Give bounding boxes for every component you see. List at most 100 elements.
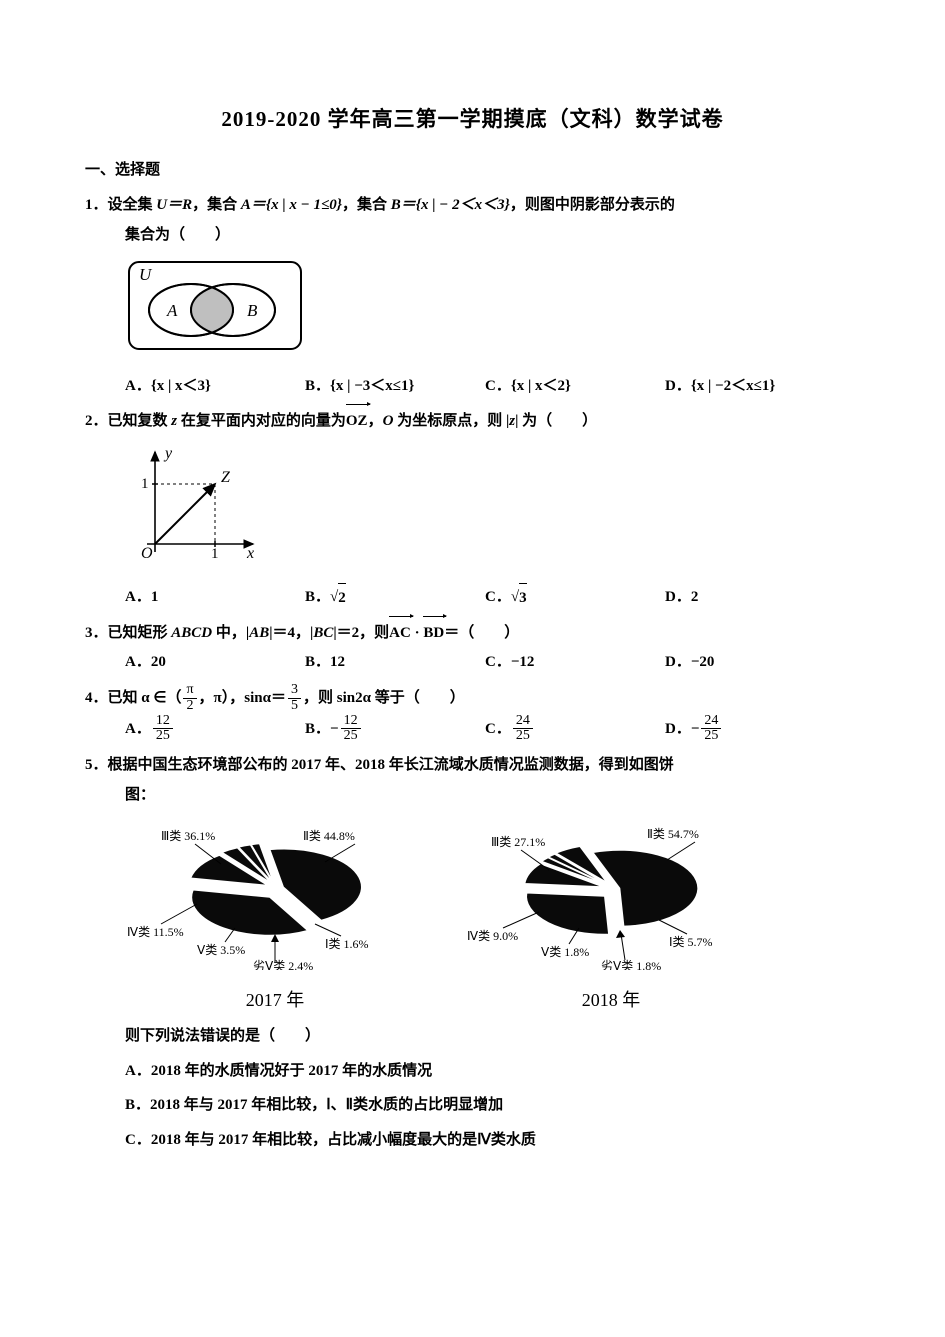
t: 24 — [701, 714, 721, 730]
t: 3 — [519, 583, 527, 613]
t: A． — [125, 715, 151, 744]
t: ABCD — [171, 625, 212, 641]
question-4: 4．已知 α ∈（π2，π），sinα＝35，则 sin2α 等于（ ） A．1… — [85, 683, 860, 744]
t: 设全集 — [108, 197, 157, 213]
q1-stem: 1．设全集 U＝R，集合 A＝{x | x − 1≤0}，集合 B＝{x | −… — [85, 190, 860, 220]
t: ，则 sin2α 等于（ ） — [303, 690, 465, 706]
svg-text:Ⅴ类 1.8%: Ⅴ类 1.8% — [541, 945, 589, 959]
q4-stem: 4．已知 α ∈（π2，π），sinα＝35，则 sin2α 等于（ ） — [85, 683, 860, 714]
t: |＝4，| — [269, 625, 313, 641]
t: |＝2，则 — [333, 625, 389, 641]
t: | 为（ ） — [515, 413, 597, 429]
venn-B: B — [247, 301, 258, 320]
vec-BD: BD — [423, 618, 444, 648]
venn-A: A — [166, 301, 178, 320]
t: B． — [305, 583, 330, 612]
t: 为坐标原点，则 | — [393, 413, 509, 429]
svg-text:Ⅲ类 27.1%: Ⅲ类 27.1% — [491, 835, 545, 849]
pie-2017-year: 2017 年 — [125, 983, 425, 1017]
t: ，则图中阴影部分表示的 — [510, 197, 675, 213]
t: 2 — [183, 699, 196, 714]
t: ＝（ ） — [444, 625, 519, 641]
q5-stem: 5．根据中国生态环境部公布的 2017 年、2018 年长江流域水质情况监测数据… — [85, 750, 860, 780]
t: 25 — [341, 729, 361, 744]
svg-text:Ⅳ类 9.0%: Ⅳ类 9.0% — [467, 929, 518, 943]
q1-stem2: 集合为（ ） — [125, 220, 860, 250]
t: ，π），sinα＝ — [199, 690, 286, 706]
t: 5 — [288, 699, 301, 714]
q5-num: 5． — [85, 757, 108, 773]
t: 24 — [513, 714, 533, 730]
lab-Z: Z — [221, 469, 231, 486]
t: C．{x | x＜2} — [485, 372, 571, 401]
q2-plot: Z y x O 1 1 — [125, 444, 860, 575]
q3-optA: A．20 — [125, 648, 305, 677]
t: B＝{x | − 2＜x＜3} — [391, 197, 510, 213]
question-5: 5．根据中国生态环境部公布的 2017 年、2018 年长江流域水质情况监测数据… — [85, 750, 860, 1154]
t: 12 — [153, 714, 173, 730]
t: B．{x | −3＜x≤1} — [305, 372, 414, 401]
svg-text:劣Ⅴ类 2.4%: 劣Ⅴ类 2.4% — [253, 959, 313, 970]
q5-optB: B．2018 年与 2017 年相比较，Ⅰ、Ⅱ类水质的占比明显增加 — [125, 1091, 860, 1120]
q5-stem2: 图： — [125, 780, 860, 810]
venn-U: U — [139, 265, 153, 284]
t: B．− — [305, 715, 339, 744]
t: 在复平面内对应的向量为 — [177, 413, 346, 429]
q2-options: A．1 B．√2 C．√3 D．2 — [125, 583, 860, 613]
q5-optC: C．2018 年与 2017 年相比较，占比减小幅度最大的是Ⅳ类水质 — [125, 1126, 860, 1155]
t: 已知复数 — [108, 413, 172, 429]
q1-options: A．{x | x＜3} B．{x | −3＜x≤1} C．{x | x＜2} D… — [125, 372, 860, 401]
t: ，集合 — [342, 197, 391, 213]
frac-35: 35 — [288, 683, 301, 713]
q1-optD: D．{x | −2＜x≤1} — [665, 372, 845, 401]
q2-optC: C．√3 — [485, 583, 665, 613]
svg-text:劣Ⅴ类 1.8%: 劣Ⅴ类 1.8% — [601, 959, 661, 970]
q3-optD: D．−20 — [665, 648, 845, 677]
lab-y: y — [163, 445, 173, 462]
t: 25 — [701, 729, 721, 744]
xtick: 1 — [211, 546, 219, 562]
q4-optB: B．−1225 — [305, 714, 485, 744]
svg-text:Ⅴ类 3.5%: Ⅴ类 3.5% — [197, 943, 245, 957]
svg-text:Ⅰ类 1.6%: Ⅰ类 1.6% — [325, 937, 369, 951]
svg-text:Ⅱ类 54.7%: Ⅱ类 54.7% — [647, 827, 699, 841]
t: 25 — [513, 729, 533, 744]
t: 3 — [288, 683, 301, 699]
t: C． — [485, 715, 511, 744]
q1-optC: C．{x | x＜2} — [485, 372, 665, 401]
q4-optD: D．−2425 — [665, 714, 845, 744]
q3-optC: C．−12 — [485, 648, 665, 677]
t: 25 — [153, 729, 173, 744]
t: π — [183, 683, 196, 699]
t: D．− — [665, 715, 699, 744]
t: D．{x | −2＜x≤1} — [665, 372, 775, 401]
t: AB — [249, 625, 269, 641]
q3-optB: B．12 — [305, 648, 485, 677]
t: 根据中国生态环境部公布的 2017 年、2018 年长江流域水质情况监测数据，得… — [108, 757, 674, 773]
q4-optA: A．1225 — [125, 714, 305, 744]
q3-stem: 3．已知矩形 ABCD 中，|AB|＝4，|BC|＝2，则AC · BD＝（ ） — [85, 618, 860, 648]
q2-optB: B．√2 — [305, 583, 485, 613]
t: C． — [485, 583, 511, 612]
t: 已知矩形 — [108, 625, 172, 641]
frac: 1225 — [341, 714, 361, 744]
lab-O: O — [141, 545, 153, 562]
t: 2 — [338, 583, 346, 613]
frac: 2425 — [701, 714, 721, 744]
q4-num: 4． — [85, 690, 108, 706]
q1-optA: A．{x | x＜3} — [125, 372, 305, 401]
q2-num: 2． — [85, 413, 108, 429]
svg-text:Ⅰ类 5.7%: Ⅰ类 5.7% — [669, 935, 713, 949]
lab-x: x — [246, 545, 254, 562]
frac-pi2: π2 — [183, 683, 196, 713]
vec-OZ: OZ — [346, 406, 368, 436]
t: BC — [313, 625, 333, 641]
q1-num: 1． — [85, 197, 108, 213]
t: A．{x | x＜3} — [125, 372, 211, 401]
exam-title: 2019-2020 学年高三第一学期摸底（文科）数学试卷 — [85, 100, 860, 140]
q1-optB: B．{x | −3＜x≤1} — [305, 372, 485, 401]
t: 中，| — [212, 625, 249, 641]
dot-icon: · — [415, 625, 420, 641]
t: ，集合 — [192, 197, 241, 213]
q5-pies: Ⅱ类 44.8%Ⅲ类 36.1%Ⅳ类 11.5%Ⅴ类 3.5%劣Ⅴ类 2.4%Ⅰ… — [125, 820, 860, 1017]
